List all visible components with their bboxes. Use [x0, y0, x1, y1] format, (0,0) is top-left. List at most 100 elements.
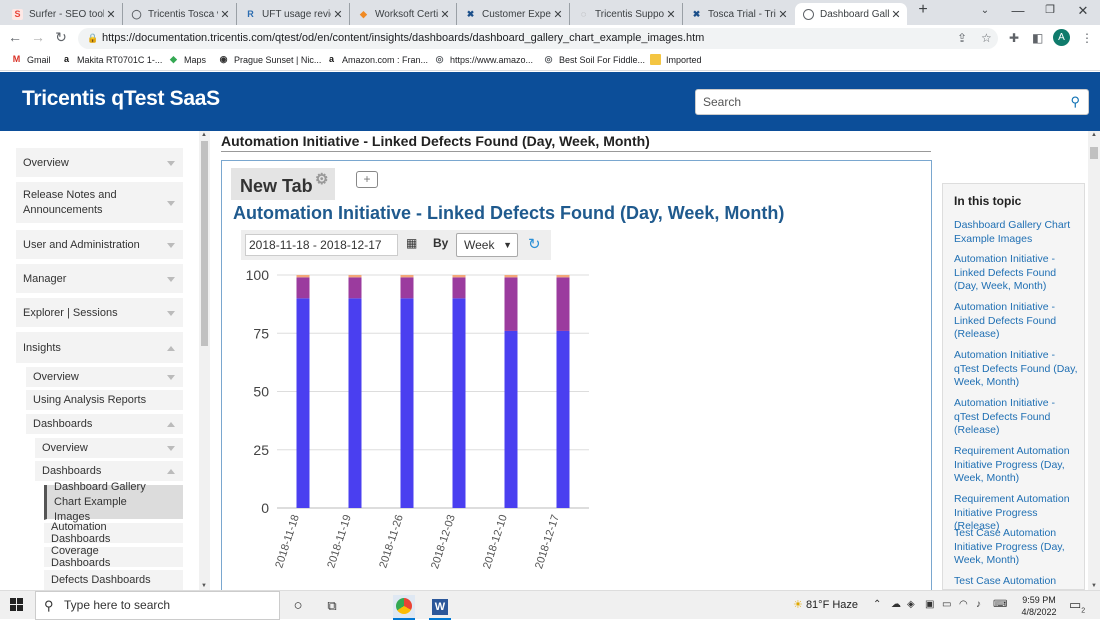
nav-item-dashboards-sub[interactable]: Dashboards — [35, 461, 183, 482]
add-tab-icon[interactable]: + — [356, 171, 378, 188]
cortana-icon[interactable]: ○ — [293, 597, 303, 614]
bookmark-star-icon[interactable]: ☆ — [981, 31, 992, 45]
nav-item-release-notes[interactable]: Release Notes and Announcements — [16, 182, 183, 224]
browser-tab[interactable]: ◌ Tricentis Support ✕ — [570, 3, 683, 25]
scrollbar-thumb[interactable] — [1090, 147, 1098, 159]
left-scrollbar[interactable]: ▲ ▼ — [199, 131, 210, 590]
close-icon[interactable]: ✕ — [440, 8, 450, 21]
close-icon[interactable]: ✕ — [778, 8, 788, 21]
bookmark-amazon[interactable]: a Amazon.com : Fran... — [326, 54, 428, 65]
battery-icon[interactable]: ▭ — [942, 599, 952, 610]
forward-arrow-icon[interactable]: → — [31, 29, 45, 45]
bookmark-gmail[interactable]: M Gmail — [12, 54, 51, 65]
share-icon[interactable]: ⇪ — [957, 31, 968, 45]
volume-icon[interactable]: ♪ — [976, 599, 981, 610]
globe-icon: ◎ — [435, 54, 444, 64]
back-arrow-icon[interactable]: ← — [8, 29, 22, 45]
bookmark-prague[interactable]: ◉ Prague Sunset | Nic... — [219, 54, 322, 65]
topic-link[interactable]: Test Case Automation Initiative Progress… — [954, 527, 1065, 566]
close-icon[interactable]: ✕ — [333, 8, 343, 21]
bookmark-maps[interactable]: ◆ Maps — [168, 54, 206, 65]
notification-icon[interactable]: ▭2 — [1069, 597, 1086, 615]
scroll-up-icon[interactable]: ▲ — [1091, 132, 1097, 138]
nav-item-analysis-reports[interactable]: Using Analysis Reports — [26, 390, 183, 411]
chevron-up-icon[interactable]: ⌃ — [873, 599, 882, 610]
topic-link[interactable]: Dashboard Gallery Chart Example Images — [954, 219, 1071, 245]
nav-item-coverage-dashboards[interactable]: Coverage Dashboards — [44, 545, 183, 569]
nav-item-dashboards-overview[interactable]: Overview — [35, 438, 183, 459]
refresh-icon[interactable]: ↻ — [528, 236, 541, 253]
topic-link[interactable]: Requirement Automation Initiative Progre… — [954, 445, 1070, 484]
nav-item-defects-dashboards[interactable]: Defects Dashboards — [44, 570, 183, 590]
chrome-icon[interactable] — [393, 595, 415, 620]
display-icon[interactable]: ▣ — [925, 599, 935, 610]
close-icon[interactable]: ✕ — [553, 8, 563, 21]
gear-icon[interactable]: ⚙ — [315, 171, 329, 188]
nav-item-user-admin[interactable]: User and Administration — [16, 230, 183, 260]
nav-item-automation-dashboards[interactable]: Automation Dashboards — [44, 521, 183, 545]
topic-link[interactable]: Automation Initiative - Linked Defects F… — [954, 301, 1057, 340]
browser-tab[interactable]: ◯ Tricentis Tosca vs ✕ — [123, 3, 237, 25]
extensions-icon[interactable]: ✚ — [1009, 31, 1020, 45]
page-scrollbar[interactable]: ▲ ▼ — [1088, 131, 1100, 590]
tab-new-tab[interactable]: New Tab ⚙ — [231, 168, 335, 200]
security-icon[interactable]: ◈ — [907, 599, 915, 610]
browser-tab[interactable]: S Surfer - SEO tool f ✕ — [4, 3, 123, 25]
scroll-up-icon[interactable]: ▲ — [201, 132, 207, 138]
close-icon[interactable]: ✕ — [891, 8, 901, 21]
reload-icon[interactable]: ↻ — [55, 29, 67, 45]
wifi-icon[interactable]: ◠ — [959, 599, 968, 610]
side-panel-icon[interactable]: ◧ — [1032, 31, 1044, 45]
search-icon[interactable]: ⚲ — [1070, 94, 1080, 109]
topic-link[interactable]: Automation Initiative - qTest Defects Fo… — [954, 397, 1055, 436]
scrollbar-thumb[interactable] — [201, 141, 208, 346]
close-icon[interactable]: ✕ — [220, 8, 230, 21]
restore-button[interactable]: ❐ — [1045, 4, 1055, 16]
topic-link[interactable]: Requirement Automation Initiative Progre… — [954, 493, 1070, 532]
onedrive-icon[interactable]: ☁ — [891, 599, 901, 610]
bookmark-imported[interactable]: Imported — [650, 54, 702, 65]
menu-kebab-icon[interactable]: ⋮ — [1081, 31, 1093, 45]
window-close-button[interactable]: ✕ — [1077, 3, 1089, 18]
close-icon[interactable]: ✕ — [106, 8, 116, 21]
period-select[interactable]: Week ▼ — [456, 233, 518, 257]
keyboard-icon[interactable]: ⌨ — [993, 599, 1008, 610]
scroll-down-icon[interactable]: ▼ — [201, 583, 207, 589]
taskbar-clock[interactable]: 9:59 PM 4/8/2022 — [1021, 595, 1057, 617]
browser-tab[interactable]: ✖ Customer Experie ✕ — [457, 3, 570, 25]
address-bar[interactable]: 🔒 https://documentation.tricentis.com/qt… — [78, 28, 998, 49]
nav-item-overview[interactable]: Overview — [16, 148, 183, 178]
calendar-icon[interactable]: ▦ — [406, 236, 418, 250]
bookmark-makita[interactable]: a Makita RT0701C 1-... — [61, 54, 162, 65]
bookmark-soil[interactable]: ◎ Best Soil For Fiddle... — [544, 54, 646, 65]
chevron-down-icon — [167, 200, 175, 206]
scroll-down-icon[interactable]: ▼ — [1091, 583, 1097, 589]
close-icon[interactable]: ✕ — [666, 8, 676, 21]
nav-item-insights[interactable]: Insights — [16, 332, 183, 364]
tab-search-icon[interactable]: ⌄ — [980, 5, 990, 16]
task-view-icon[interactable]: ⧉ — [327, 598, 337, 613]
browser-tab[interactable]: R UFT usage review ✕ — [237, 3, 350, 25]
nav-item-manager[interactable]: Manager — [16, 264, 183, 294]
avatar[interactable]: A — [1053, 29, 1070, 46]
browser-tab[interactable]: ◆ Worksoft Certify ✕ — [350, 3, 457, 25]
bookmark-amazon-url[interactable]: ◎ https://www.amazo... — [435, 54, 534, 65]
browser-tab-active[interactable]: Dashboard Galler ✕ — [795, 3, 907, 25]
word-icon[interactable]: W — [429, 595, 451, 620]
nav-item-insights-overview[interactable]: Overview — [26, 367, 183, 388]
date-range-input[interactable]: 2018-11-18 - 2018-12-17 — [245, 234, 398, 256]
taskbar-search-input[interactable]: ⚲ Type here to search — [35, 591, 280, 620]
search-input[interactable]: Search ⚲ — [695, 89, 1089, 115]
topic-link[interactable]: Test Case Automation — [954, 575, 1057, 587]
topic-link[interactable]: Automation Initiative - qTest Defects Fo… — [954, 349, 1078, 388]
browser-tab[interactable]: ✖ Tosca Trial - Tricen ✕ — [683, 3, 794, 25]
site-title[interactable]: Tricentis qTest SaaS — [22, 87, 220, 110]
topic-link[interactable]: Automation Initiative - Linked Defects F… — [954, 253, 1057, 292]
weather-widget[interactable]: ☀ 81°F Haze — [793, 599, 859, 611]
windows-start-icon[interactable] — [10, 598, 24, 612]
nav-item-explorer[interactable]: Explorer | Sessions — [16, 298, 183, 328]
nav-item-gallery-chart[interactable]: Dashboard Gallery Chart Example Images — [44, 481, 183, 523]
nav-item-dashboards[interactable]: Dashboards — [26, 414, 183, 435]
minimize-button[interactable]: — — [1011, 3, 1025, 18]
new-tab-button[interactable]: + — [918, 1, 928, 18]
